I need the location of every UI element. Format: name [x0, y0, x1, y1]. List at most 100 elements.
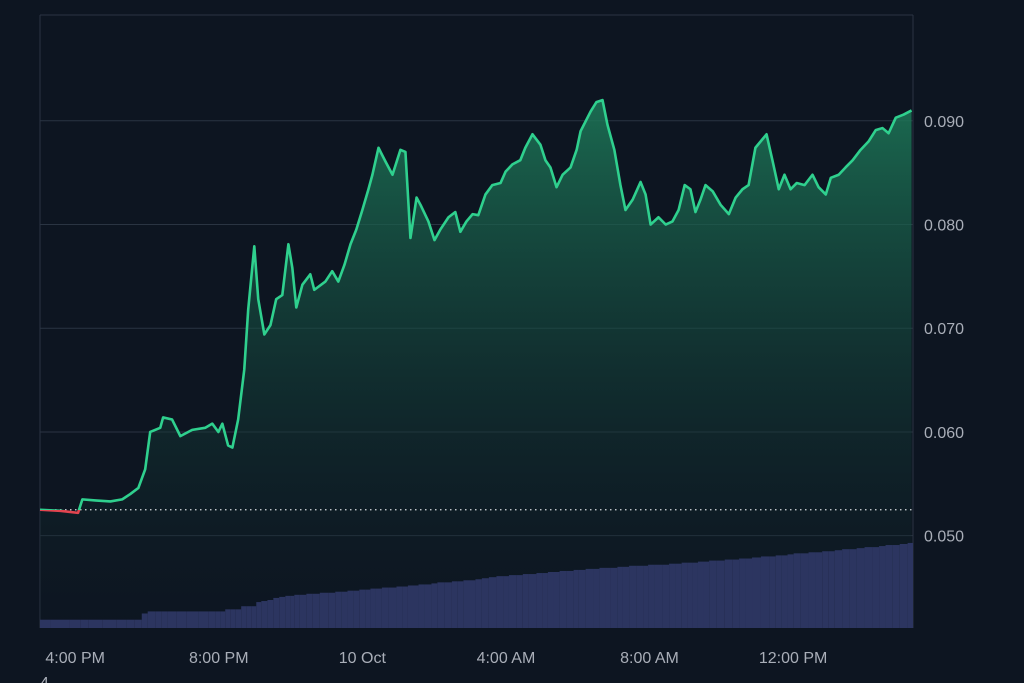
volume-bar [463, 580, 470, 628]
volume-bar [769, 556, 776, 628]
volume-bar [578, 569, 586, 628]
volume-bar [481, 578, 489, 628]
volume-bar [116, 619, 127, 628]
volume-bar [396, 586, 403, 628]
volume-bar [629, 565, 637, 628]
volume-bar [220, 611, 226, 628]
volume-bar [299, 594, 307, 628]
volume-bar [381, 587, 389, 628]
volume-bar [235, 609, 242, 628]
volume-bar [225, 609, 231, 628]
volume-bar [80, 619, 89, 628]
volume-bar [353, 590, 360, 628]
volume-bar [256, 602, 262, 628]
volume-bar [246, 606, 252, 628]
volume-bar [198, 611, 209, 628]
y-tick-label: 0.070 [924, 321, 964, 338]
volume-bar [681, 562, 688, 628]
volume-bar [849, 549, 857, 628]
volume-bar [341, 591, 348, 628]
volume-bar [716, 560, 725, 628]
volume-bar [697, 561, 704, 628]
x-tick-label: 8:00 PM [189, 650, 249, 667]
volume-bar [126, 619, 135, 628]
volume-bar [907, 542, 913, 628]
volume-bar [475, 579, 482, 628]
volume-bar [267, 599, 274, 628]
volume-bar [290, 595, 295, 628]
volume-bar [230, 609, 236, 628]
volume-bar [279, 596, 286, 628]
volume-bar [739, 558, 746, 628]
volume-bar [147, 611, 156, 628]
volume-bar [815, 552, 823, 628]
volume-bar [732, 559, 740, 628]
volume-bar [703, 561, 710, 628]
volume-bar [808, 552, 816, 628]
volume-bar [547, 571, 554, 628]
volume-bar [610, 567, 618, 628]
y-tick-label: 0.060 [924, 425, 964, 442]
volume-bar [752, 557, 761, 628]
volume-bar [892, 545, 900, 628]
volume-bar [134, 619, 142, 628]
volume-bar [251, 606, 257, 628]
volume-bar [155, 611, 162, 628]
volume-bar [648, 564, 655, 628]
volume-bar [864, 547, 873, 628]
volume-bar [585, 568, 594, 628]
volume-bar [709, 560, 717, 628]
volume-bar [687, 562, 693, 628]
y-tick-label: 0.080 [924, 218, 964, 235]
volume-bar [102, 619, 117, 628]
volume-bar [208, 611, 216, 628]
volume-bar [856, 548, 865, 628]
volume-bar [186, 611, 199, 628]
volume-bar [781, 555, 788, 628]
volume-bar [273, 597, 280, 628]
y-tick-label: 0.090 [924, 114, 964, 131]
volume-bar [457, 581, 464, 628]
x-tick-label: 4:00 AM [477, 650, 536, 667]
volume-bar [622, 566, 630, 628]
volume-bar [141, 613, 148, 628]
volume-bar [319, 592, 329, 628]
volume-bar [800, 553, 809, 628]
volume-bar [872, 547, 880, 628]
volume-bar [503, 576, 509, 628]
volume-bar [69, 619, 81, 628]
price-line [39, 98, 913, 515]
y-tick-label: 0.050 [924, 529, 964, 546]
volume-bar [522, 574, 529, 628]
volume-bar [407, 585, 414, 628]
volume-bar [312, 593, 320, 628]
volume-bar [669, 563, 676, 628]
volume-bar [176, 611, 187, 628]
volume-bar [451, 581, 458, 628]
volume-bar [834, 550, 843, 628]
volume-bar [215, 611, 221, 628]
volume-bar [724, 559, 733, 628]
volume-bar [50, 619, 70, 628]
volume-bar [528, 574, 537, 628]
volume-bar [793, 553, 801, 628]
volume-bar [605, 567, 611, 628]
volume-bar [335, 591, 342, 628]
volume-bar [40, 619, 51, 628]
volume-bar [437, 582, 445, 628]
volume-bar [375, 588, 382, 628]
volume-bar [413, 585, 419, 628]
volume-bar [879, 546, 886, 628]
volume-bar [760, 556, 770, 628]
volume-bar [899, 543, 908, 628]
volume-bar [842, 549, 850, 628]
volume-bar [418, 584, 425, 628]
volume-bar [573, 569, 579, 628]
volume-bar [167, 611, 177, 628]
volume-bar [88, 619, 103, 628]
volume-bar [745, 558, 753, 628]
volume-bar [775, 555, 782, 628]
volume-bar [508, 575, 517, 628]
x-tick-label: 12:00 PM [759, 650, 827, 667]
volume-bar [359, 589, 366, 628]
